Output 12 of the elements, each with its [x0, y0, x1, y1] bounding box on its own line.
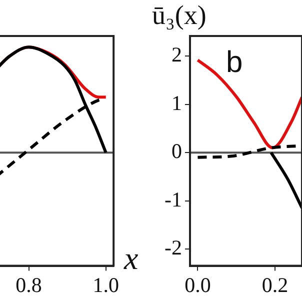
x-tick-label: 1.0: [92, 272, 119, 297]
y-axis-title: ū₃(x): [152, 0, 206, 30]
x-tick-label: 0.2: [262, 272, 288, 297]
annotation: b: [226, 46, 243, 79]
y-tick-label: -1: [164, 187, 182, 212]
y-tick-label: 1: [172, 90, 182, 115]
x-tick-label: 0.0: [184, 272, 211, 297]
x-axis-title: x: [124, 240, 138, 276]
y-tick-label: -2: [164, 235, 182, 260]
x-tick-label: 0.8: [16, 272, 42, 297]
y-tick-label: 0: [172, 139, 182, 164]
y-tick-label: 2: [172, 42, 182, 67]
